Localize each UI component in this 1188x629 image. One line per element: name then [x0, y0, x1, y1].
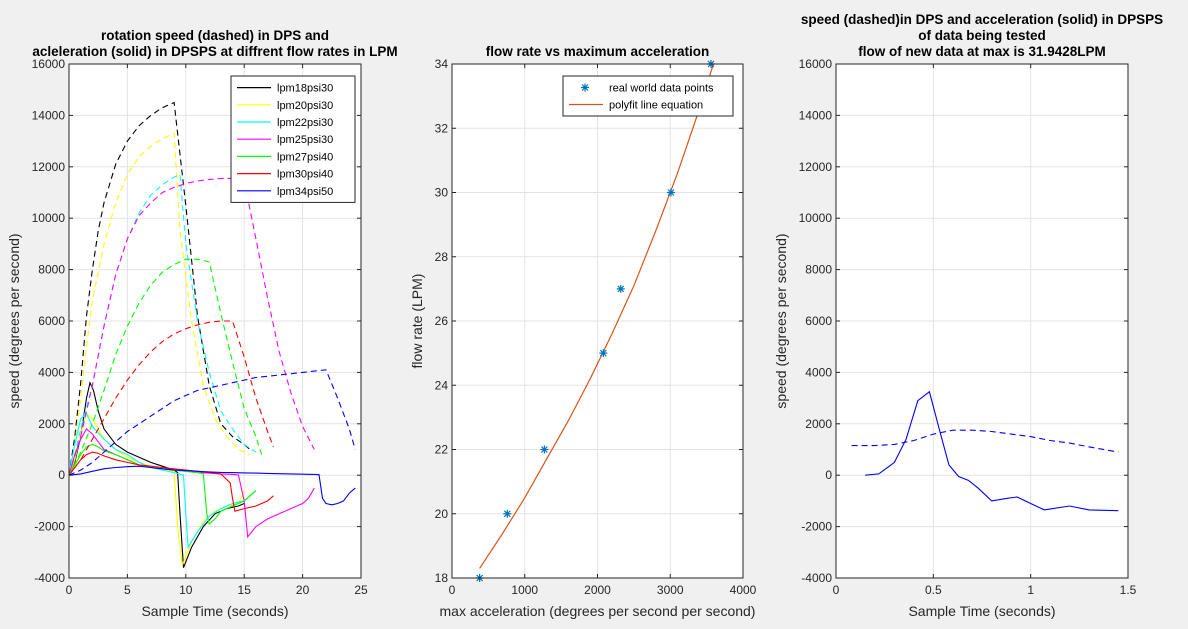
- y-tick-label: 16000: [799, 57, 833, 71]
- y-tick-label: 14000: [799, 108, 833, 122]
- y-tick-label: 16000: [32, 57, 66, 71]
- y-tick-label: 0: [58, 468, 65, 482]
- chart-title-line-2: of data being tested: [918, 28, 1046, 43]
- y-tick-label: 22: [435, 443, 449, 457]
- legend-entry: real world data points: [609, 83, 714, 95]
- x-tick-label: 3000: [657, 583, 684, 597]
- y-tick-label: 6000: [805, 314, 832, 328]
- y-tick-label: -2000: [34, 520, 65, 534]
- chart-title-line-1: speed (dashed)in DPS and acceleration (s…: [801, 12, 1163, 27]
- series-5-speed-line: [69, 258, 263, 476]
- y-tick-label: 18: [435, 571, 449, 585]
- x-tick-label: 25: [354, 583, 368, 597]
- legend-entry: lpm22psi30: [277, 117, 333, 129]
- x-tick-label: 4000: [730, 583, 757, 597]
- chart-title-line-3: flow of new data at max is 31.9428LPM: [858, 44, 1106, 59]
- series-7-speed-line: [69, 369, 356, 476]
- legend-entry: polyfit line equation: [609, 100, 703, 112]
- data-point-2: [503, 509, 512, 518]
- y-tick-label: 10000: [32, 211, 66, 225]
- y-tick-label: 6000: [38, 314, 65, 328]
- data-point-6: [666, 188, 675, 197]
- y-tick-label: 24: [435, 378, 449, 392]
- series-1-speed-line: [69, 101, 251, 476]
- data-point-3: [540, 445, 549, 454]
- series-7-accel-line: [69, 465, 356, 506]
- y-tick-label: -2000: [801, 520, 832, 534]
- y-tick-label: 28: [435, 250, 449, 264]
- y-axis-label: speed (degrees per second): [6, 233, 22, 408]
- series-group: [479, 64, 715, 569]
- fit-line: [479, 64, 715, 569]
- y-tick-label: 12000: [32, 160, 66, 174]
- series-4-speed-line: [69, 177, 315, 476]
- y-tick-label: -4000: [801, 571, 832, 585]
- data-point-5: [616, 284, 625, 293]
- y-tick-label: 2000: [805, 417, 832, 431]
- x-tick-label: 15: [238, 583, 252, 597]
- series-group: [851, 390, 1119, 512]
- x-tick-label: 1000: [511, 583, 538, 597]
- y-tick-label: 26: [435, 314, 449, 328]
- y-tick-label: 4000: [805, 365, 832, 379]
- x-axis-label: Sample Time (seconds): [141, 603, 288, 619]
- x-tick-label: 10: [179, 583, 193, 597]
- chart-panel-3: 0 0.5 1 1.5 -4000 -2000 0 2000 4000 6000 8000 10000…: [773, 12, 1163, 619]
- y-tick-label: 0: [825, 468, 832, 482]
- x-tick-label: 0: [833, 583, 840, 597]
- y-tick-label: 34: [435, 57, 449, 71]
- legend-marker: [581, 83, 589, 92]
- series-1-accel-line: [865, 390, 1119, 512]
- chart-title-line-2: acleleration (solid) in DPSPS at diffren…: [32, 44, 397, 59]
- series-3-accel-line: [69, 412, 257, 549]
- x-axis-label: max acceleration (degrees per second per…: [440, 603, 756, 619]
- y-tick-label: -4000: [34, 571, 65, 585]
- series-1-accel-line: [69, 380, 245, 568]
- x-tick-label: 2000: [584, 583, 611, 597]
- y-tick-label: 8000: [805, 263, 832, 277]
- y-tick-label: 30: [435, 186, 449, 200]
- legend-entry: lpm27psi40: [277, 151, 333, 163]
- series-6-accel-line: [69, 451, 274, 512]
- chart-panel-1: 0 5 10 15 20 25 -4000 -2000 0 2000 4000 6000 8000 100…: [6, 28, 398, 619]
- legend: real world data points polyfit line equat…: [562, 75, 734, 117]
- x-tick-label: 20: [296, 583, 310, 597]
- legend-entry: lpm30psi40: [277, 169, 333, 181]
- y-tick-label: 10000: [799, 211, 833, 225]
- chart-title-line-1: rotation speed (dashed) in DPS and: [101, 28, 329, 43]
- chart-panel-2: 0 1000 2000 3000 4000 18 20 22 24 26 28 30 32 34 max a…: [409, 44, 757, 619]
- legend-entry: lpm25psi30: [277, 134, 333, 146]
- y-tick-label: 8000: [38, 263, 65, 277]
- series-1-speed-line: [851, 429, 1119, 453]
- series-group: [69, 101, 356, 568]
- legend: lpm18psi30 lpm20psi30 lpm22psi30 lpm25psi30…: [230, 75, 356, 203]
- x-tick-label: 5: [124, 583, 131, 597]
- x-tick-label: 0: [449, 583, 456, 597]
- legend-entry: lpm34psi50: [277, 186, 333, 198]
- y-tick-label: 20: [435, 507, 449, 521]
- y-axis-label: speed (degrees per second): [773, 233, 789, 408]
- data-point-4: [599, 349, 608, 358]
- y-tick-label: 4000: [38, 365, 65, 379]
- y-tick-label: 12000: [799, 160, 833, 174]
- y-tick-label: 14000: [32, 108, 66, 122]
- x-tick-label: 0: [66, 583, 73, 597]
- x-axis-label: Sample Time (seconds): [908, 603, 1055, 619]
- y-tick-label: 32: [435, 121, 449, 135]
- legend-box: [562, 75, 734, 117]
- chart-title-line-1: flow rate vs maximum acceleration: [486, 44, 710, 59]
- x-tick-label: 0.5: [925, 583, 942, 597]
- y-axis-label: flow rate (LPM): [409, 274, 425, 369]
- x-tick-label: 1.5: [1120, 583, 1137, 597]
- x-tick-label: 1: [1027, 583, 1034, 597]
- legend-entry: lpm18psi30: [277, 83, 333, 95]
- series-2-speed-line: [69, 132, 251, 476]
- y-tick-label: 2000: [38, 417, 65, 431]
- legend-entry: lpm20psi30: [277, 100, 333, 112]
